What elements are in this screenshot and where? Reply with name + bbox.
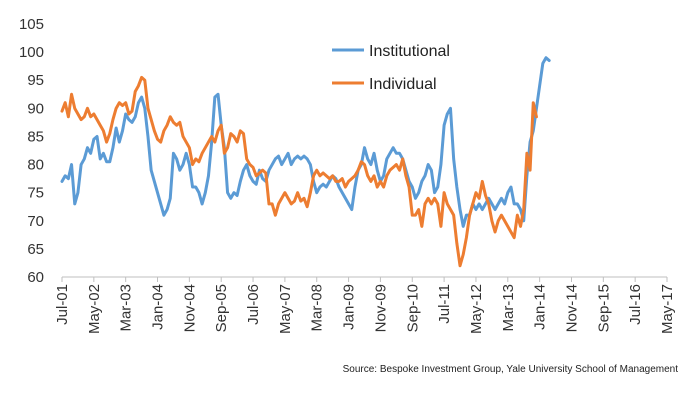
x-axis: Jul-01 May-02 Mar-03 Jan-04 Nov-04 Sep-05 Jul-… bbox=[54, 276, 676, 334]
x-tick-label: May-12 bbox=[468, 284, 485, 334]
x-tick-label: Sep-05 bbox=[213, 284, 230, 332]
y-tick-label: 60 bbox=[27, 269, 44, 286]
x-tick-label: Nov-14 bbox=[563, 284, 580, 332]
y-tick-label: 80 bbox=[27, 157, 44, 174]
source-note: Source: Bespoke Investment Group, Yale U… bbox=[342, 364, 678, 375]
x-tick-label: Nov-09 bbox=[372, 284, 389, 332]
series-layer bbox=[60, 56, 551, 268]
x-tick-label: Mar-03 bbox=[118, 284, 135, 332]
legend: Institutional Individual bbox=[332, 43, 450, 93]
y-tick-label: 105 bbox=[19, 16, 44, 33]
x-tick-label: May-07 bbox=[277, 284, 294, 334]
x-tick-label: Nov-04 bbox=[181, 284, 198, 332]
series-line-individual bbox=[60, 75, 538, 268]
x-tick-label: Sep-10 bbox=[404, 284, 421, 332]
series-line-institutional bbox=[60, 56, 551, 228]
y-tick-label: 100 bbox=[19, 44, 44, 61]
y-tick-label: 65 bbox=[27, 241, 44, 258]
x-tick-label: Jul-06 bbox=[245, 284, 262, 325]
x-tick-label: Mar-13 bbox=[500, 284, 517, 332]
x-tick-label: Jan-09 bbox=[341, 284, 358, 330]
y-tick-label: 95 bbox=[27, 72, 44, 89]
legend-label-individual: Individual bbox=[369, 76, 437, 93]
y-tick-label: 85 bbox=[27, 128, 44, 145]
x-tick-label: Jul-16 bbox=[627, 284, 644, 325]
x-tick-label: May-02 bbox=[86, 284, 103, 334]
y-tick-label: 75 bbox=[27, 185, 44, 202]
x-tick-label: Sep-15 bbox=[595, 284, 612, 332]
x-tick-label: May-17 bbox=[659, 284, 676, 334]
legend-label-institutional: Institutional bbox=[369, 43, 450, 60]
y-axis: 60 65 70 75 80 85 90 95 100 105 bbox=[19, 16, 44, 286]
x-tick-label: Jan-04 bbox=[150, 284, 167, 330]
y-tick-label: 90 bbox=[27, 100, 44, 117]
x-tick-label: Jul-11 bbox=[436, 284, 453, 324]
x-tick-label: Mar-08 bbox=[309, 284, 326, 332]
y-tick-label: 70 bbox=[27, 213, 44, 230]
x-tick-label: Jul-01 bbox=[54, 284, 71, 325]
x-tick-label: Jan-14 bbox=[532, 284, 549, 330]
